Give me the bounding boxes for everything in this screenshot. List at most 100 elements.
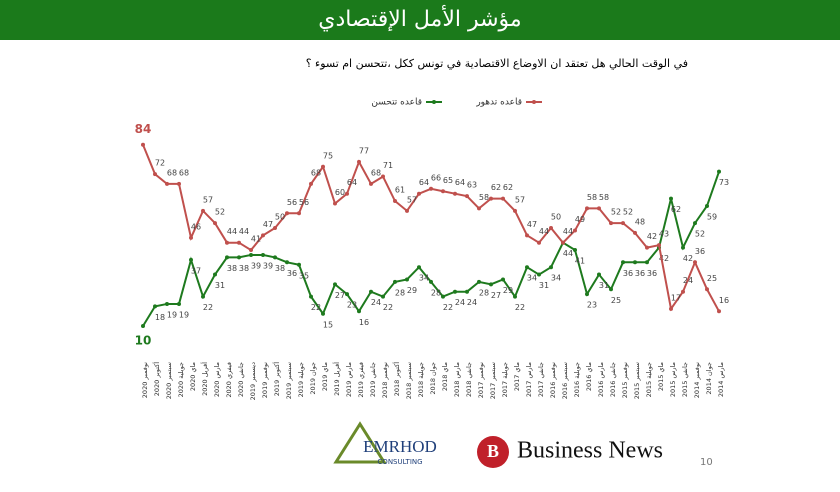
- logo2-letter: B: [487, 441, 499, 461]
- point: [141, 142, 145, 147]
- point: [513, 208, 517, 213]
- point: [465, 289, 469, 294]
- point: [633, 230, 637, 235]
- x-tick-label: جوان 2014: [705, 362, 713, 395]
- point: [549, 265, 553, 270]
- data-label: 36: [635, 269, 645, 278]
- point: [213, 221, 217, 226]
- point: [273, 226, 277, 230]
- data-label: 44: [563, 249, 573, 258]
- legend: قاعده تتحسن قاعده تدهور: [371, 98, 542, 108]
- data-label: 42: [647, 232, 657, 241]
- point: [441, 294, 445, 299]
- x-tick-label: ماي 2020: [189, 362, 197, 391]
- data-label: 10: [135, 334, 152, 348]
- point: [573, 248, 577, 253]
- x-tick-label: نوفمبر 2015: [621, 362, 629, 398]
- point: [621, 260, 625, 265]
- data-label: 25: [611, 296, 621, 305]
- point: [429, 279, 433, 284]
- data-label: 48: [635, 217, 645, 226]
- point: [693, 221, 697, 226]
- point: [357, 309, 361, 314]
- data-label: 28: [479, 288, 489, 297]
- data-label: 23: [587, 301, 597, 310]
- data-label: 37: [191, 266, 201, 275]
- data-label: 62: [503, 183, 513, 192]
- point: [189, 257, 193, 262]
- point: [561, 240, 565, 245]
- logo2-icon: [477, 436, 509, 468]
- legend-swatch-dot: [432, 100, 436, 104]
- point: [477, 279, 481, 284]
- data-label: 22: [203, 303, 213, 312]
- data-label: 42: [683, 254, 693, 263]
- point: [705, 287, 709, 292]
- x-tick-label: نوفمبر 2020: [141, 362, 149, 398]
- point: [249, 252, 253, 257]
- point: [429, 186, 433, 191]
- data-label: 41: [251, 235, 261, 244]
- data-label: 19: [167, 310, 177, 319]
- data-label: 62: [491, 183, 501, 192]
- x-tick-label: سبتمبر 2019: [285, 362, 293, 399]
- point: [537, 240, 541, 245]
- point: [537, 272, 541, 277]
- logo2: Business News: [517, 438, 663, 464]
- point: [201, 294, 205, 299]
- point: [369, 289, 373, 294]
- point: [669, 196, 673, 201]
- data-label: 44: [239, 227, 249, 236]
- point: [141, 324, 145, 328]
- data-label: 38: [239, 264, 249, 273]
- point: [645, 260, 649, 265]
- chart-subtitle: في الوقت الحالي هل تعتقد ان الاوضاع الاق…: [306, 57, 688, 70]
- data-label: 56: [299, 198, 309, 207]
- x-tick-label: أكتوبر 2018: [392, 362, 401, 396]
- data-label: 24: [467, 298, 477, 307]
- point: [177, 301, 181, 306]
- x-tick-label: ماي 2017: [513, 362, 521, 391]
- point: [501, 196, 505, 201]
- legend-swatch-dot: [532, 100, 536, 104]
- point: [705, 203, 709, 208]
- x-tick-label: مارس 2018: [453, 362, 461, 397]
- point: [321, 311, 325, 316]
- point: [597, 206, 601, 211]
- point: [177, 181, 181, 186]
- point: [213, 272, 217, 277]
- data-label: 16: [719, 296, 729, 305]
- point: [393, 279, 397, 284]
- x-tick-label: جانفي 2015: [681, 362, 689, 397]
- header-bar: [0, 0, 840, 40]
- data-label: 57: [515, 195, 525, 204]
- data-label: 44: [539, 227, 549, 236]
- data-label: 57: [407, 195, 417, 204]
- data-label: 39: [263, 261, 273, 270]
- x-tick-label: أفريل 2019: [332, 362, 341, 396]
- point: [237, 255, 241, 260]
- point: [237, 240, 241, 245]
- x-tick-label: أكتوبر 2020: [152, 362, 161, 396]
- page-number: 10: [700, 457, 713, 468]
- data-label: 73: [719, 178, 729, 187]
- data-label: 25: [707, 274, 717, 283]
- data-label: 64: [419, 178, 429, 187]
- data-label: 15: [323, 320, 333, 329]
- data-label: 16: [359, 318, 369, 327]
- data-label: 62: [671, 205, 681, 214]
- point: [525, 233, 529, 238]
- point: [669, 306, 673, 311]
- point: [525, 265, 529, 270]
- data-label: 34: [527, 274, 537, 283]
- data-label: 61: [395, 186, 405, 195]
- point: [165, 301, 169, 306]
- data-label: 44: [563, 227, 573, 236]
- data-label: 50: [275, 213, 285, 222]
- data-label: 59: [707, 212, 717, 221]
- x-tick-label: جانفي 2016: [609, 362, 617, 397]
- point: [153, 304, 157, 309]
- data-label: 72: [155, 159, 165, 168]
- point: [501, 277, 505, 282]
